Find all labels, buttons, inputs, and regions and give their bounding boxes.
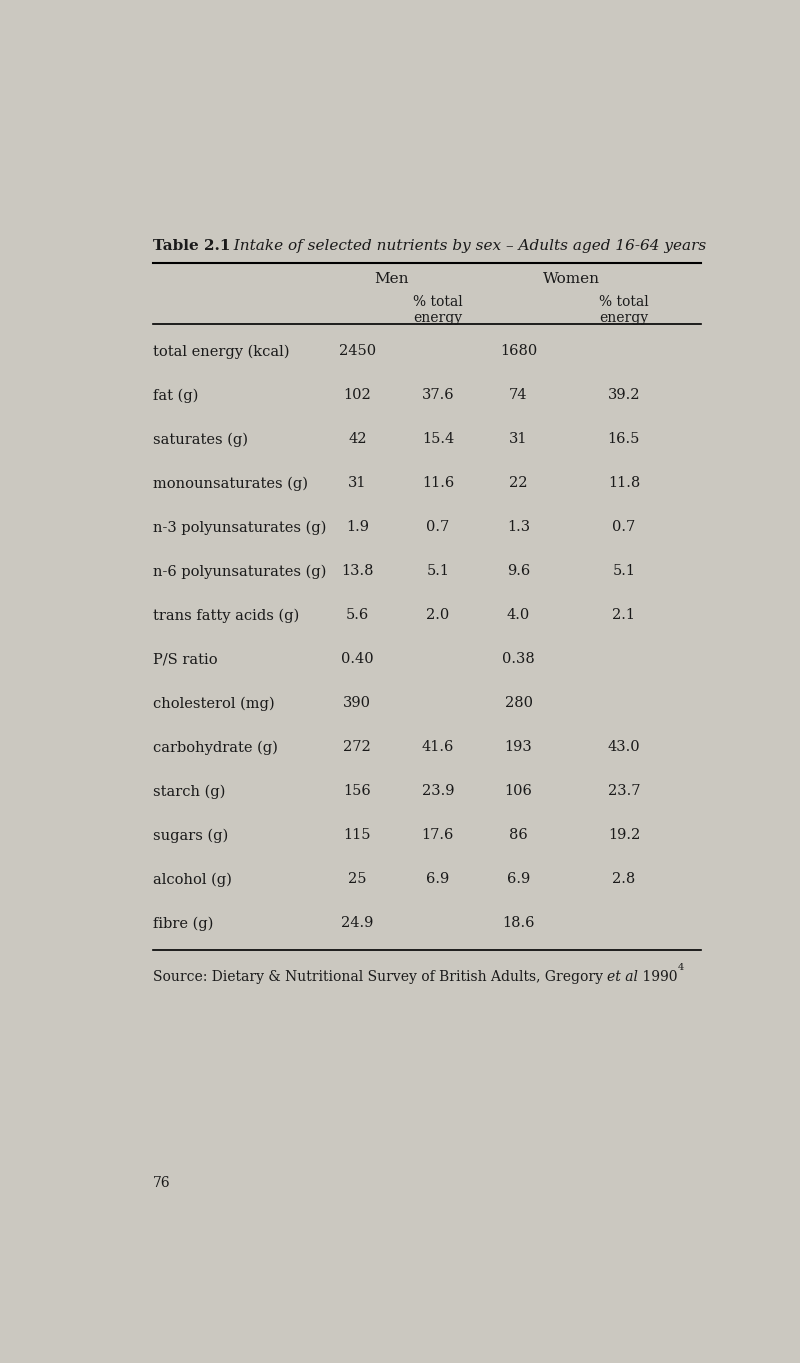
Text: 1680: 1680: [500, 345, 537, 358]
Text: 272: 272: [343, 740, 371, 755]
Text: 17.6: 17.6: [422, 829, 454, 842]
Text: 0.7: 0.7: [426, 521, 450, 534]
Text: 13.8: 13.8: [341, 564, 374, 578]
Text: % total
energy: % total energy: [413, 294, 462, 326]
Text: 6.9: 6.9: [507, 872, 530, 886]
Text: 39.2: 39.2: [608, 388, 640, 402]
Text: n-3 polyunsaturates (g): n-3 polyunsaturates (g): [153, 521, 326, 534]
Text: 5.1: 5.1: [613, 564, 635, 578]
Text: P/S ratio: P/S ratio: [153, 653, 218, 667]
Text: 1.9: 1.9: [346, 521, 369, 534]
Text: 43.0: 43.0: [607, 740, 640, 755]
Text: 22: 22: [510, 477, 528, 491]
Text: 42: 42: [348, 432, 366, 447]
Text: 86: 86: [509, 829, 528, 842]
Text: 19.2: 19.2: [608, 829, 640, 842]
Text: 37.6: 37.6: [422, 388, 454, 402]
Text: total energy (kcal): total energy (kcal): [153, 345, 290, 358]
Text: 5.6: 5.6: [346, 608, 369, 623]
Text: Men: Men: [374, 271, 409, 286]
Text: alcohol (g): alcohol (g): [153, 872, 231, 887]
Text: fat (g): fat (g): [153, 388, 198, 402]
Text: sugars (g): sugars (g): [153, 829, 228, 842]
Text: Intake of selected nutrients by sex – Adults aged 16-64 years: Intake of selected nutrients by sex – Ad…: [224, 239, 706, 252]
Text: 280: 280: [505, 696, 533, 710]
Text: 4: 4: [678, 964, 684, 972]
Text: 2.1: 2.1: [613, 608, 635, 623]
Text: 1.3: 1.3: [507, 521, 530, 534]
Text: 11.6: 11.6: [422, 477, 454, 491]
Text: 115: 115: [343, 829, 371, 842]
Text: 5.1: 5.1: [426, 564, 450, 578]
Text: 18.6: 18.6: [502, 916, 534, 931]
Text: 16.5: 16.5: [608, 432, 640, 447]
Text: 74: 74: [510, 388, 528, 402]
Text: 156: 156: [343, 785, 371, 799]
Text: 31: 31: [510, 432, 528, 447]
Text: trans fatty acids (g): trans fatty acids (g): [153, 608, 299, 623]
Text: Women: Women: [542, 271, 600, 286]
Text: saturates (g): saturates (g): [153, 432, 248, 447]
Text: 2.8: 2.8: [612, 872, 635, 886]
Text: 102: 102: [343, 388, 371, 402]
Text: 15.4: 15.4: [422, 432, 454, 447]
Text: 76: 76: [153, 1176, 170, 1190]
Text: carbohydrate (g): carbohydrate (g): [153, 740, 278, 755]
Text: 0.40: 0.40: [341, 653, 374, 667]
Text: et al: et al: [607, 969, 638, 984]
Text: 41.6: 41.6: [422, 740, 454, 755]
Text: 23.7: 23.7: [608, 785, 640, 799]
Text: 23.9: 23.9: [422, 785, 454, 799]
Text: 24.9: 24.9: [341, 916, 374, 931]
Text: 1990: 1990: [638, 969, 678, 984]
Text: n-6 polyunsaturates (g): n-6 polyunsaturates (g): [153, 564, 326, 579]
Text: starch (g): starch (g): [153, 784, 225, 799]
Text: cholesterol (mg): cholesterol (mg): [153, 696, 274, 710]
Text: 31: 31: [348, 477, 366, 491]
Text: monounsaturates (g): monounsaturates (g): [153, 476, 308, 491]
Text: 4.0: 4.0: [507, 608, 530, 623]
Text: 6.9: 6.9: [426, 872, 450, 886]
Text: 106: 106: [505, 785, 533, 799]
Text: 0.38: 0.38: [502, 653, 535, 667]
Text: % total
energy: % total energy: [599, 294, 649, 326]
Text: Table 2.1: Table 2.1: [153, 239, 230, 252]
Text: Source: Dietary & Nutritional Survey of British Adults, Gregory: Source: Dietary & Nutritional Survey of …: [153, 969, 607, 984]
Text: 25: 25: [348, 872, 366, 886]
Text: 11.8: 11.8: [608, 477, 640, 491]
Text: 193: 193: [505, 740, 532, 755]
Text: 0.7: 0.7: [612, 521, 635, 534]
Text: 390: 390: [343, 696, 371, 710]
Text: 9.6: 9.6: [507, 564, 530, 578]
Text: fibre (g): fibre (g): [153, 916, 213, 931]
Text: 2.0: 2.0: [426, 608, 450, 623]
Text: 2450: 2450: [338, 345, 376, 358]
